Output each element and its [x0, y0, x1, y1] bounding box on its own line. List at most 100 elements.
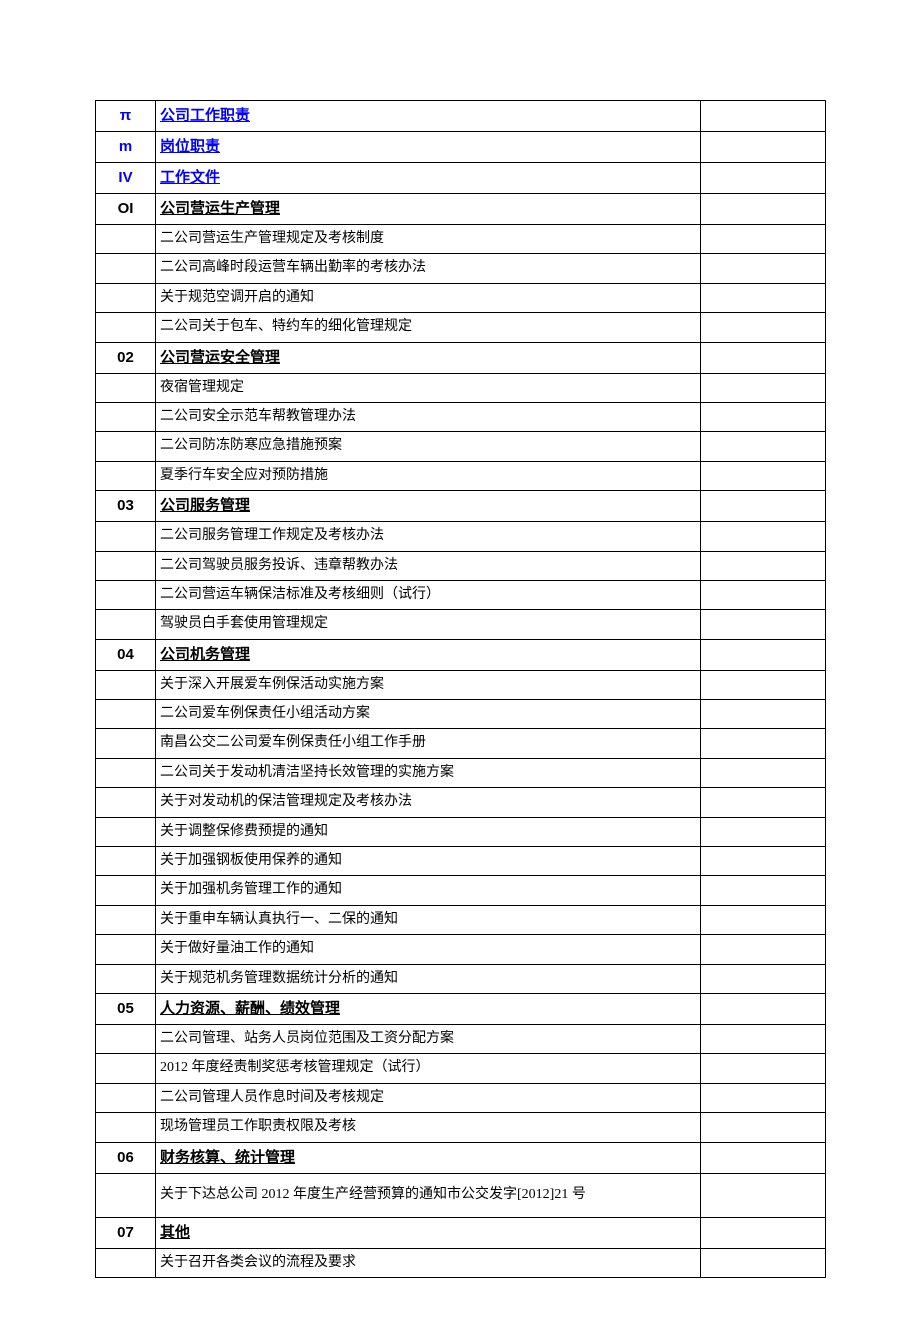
section-link[interactable]: 岗位职责 — [160, 139, 220, 155]
table-row: 02公司营运安全管理 — [96, 342, 826, 373]
section-title: 公司服务管理 — [156, 491, 701, 522]
table-row: 关于规范空调开启的通知 — [96, 283, 826, 312]
table-row: 二公司管理、站务人员岗位范围及工资分配方案 — [96, 1024, 826, 1053]
section-title[interactable]: 岗位职责 — [156, 132, 701, 163]
item-title: 二公司防冻防寒应急措施预案 — [156, 432, 701, 461]
row-spacer — [701, 847, 826, 876]
row-code — [96, 1173, 156, 1217]
table-row: 关于加强机务管理工作的通知 — [96, 876, 826, 905]
row-spacer — [701, 1142, 826, 1173]
row-code: IV — [96, 163, 156, 194]
table-row: 关于调整保修费预提的通知 — [96, 817, 826, 846]
row-spacer — [701, 522, 826, 551]
row-code — [96, 964, 156, 993]
table-row: 二公司管理人员作息时间及考核规定 — [96, 1083, 826, 1112]
row-spacer — [701, 964, 826, 993]
row-spacer — [701, 935, 826, 964]
row-spacer — [701, 461, 826, 490]
row-spacer — [701, 639, 826, 670]
row-spacer — [701, 1024, 826, 1053]
table-row: 07其他 — [96, 1217, 826, 1248]
section-link[interactable]: 工作文件 — [160, 170, 220, 186]
row-code — [96, 1083, 156, 1112]
row-code — [96, 1248, 156, 1277]
section-title[interactable]: 公司工作职责 — [156, 101, 701, 132]
table-row: 二公司服务管理工作规定及考核办法 — [96, 522, 826, 551]
item-title: 南昌公交二公司爱车例保责任小组工作手册 — [156, 729, 701, 758]
row-code — [96, 670, 156, 699]
row-code — [96, 847, 156, 876]
row-code — [96, 373, 156, 402]
item-title: 二公司安全示范车帮教管理办法 — [156, 402, 701, 431]
row-code — [96, 1113, 156, 1142]
item-title: 夏季行车安全应对预防措施 — [156, 461, 701, 490]
table-row: 关于加强钢板使用保养的通知 — [96, 847, 826, 876]
row-spacer — [701, 551, 826, 580]
row-code — [96, 402, 156, 431]
row-spacer — [701, 1054, 826, 1083]
table-row: 二公司高峰时段运营车辆出勤率的考核办法 — [96, 254, 826, 283]
item-title: 现场管理员工作职责权限及考核 — [156, 1113, 701, 1142]
row-spacer — [701, 254, 826, 283]
row-code — [96, 610, 156, 639]
table-row: 驾驶员白手套使用管理规定 — [96, 610, 826, 639]
row-code — [96, 788, 156, 817]
item-title: 关于重申车辆认真执行一、二保的通知 — [156, 905, 701, 934]
row-code: 07 — [96, 1217, 156, 1248]
row-code — [96, 729, 156, 758]
row-code — [96, 254, 156, 283]
table-row: 二公司爱车例保责任小组活动方案 — [96, 700, 826, 729]
row-code — [96, 522, 156, 551]
row-spacer — [701, 700, 826, 729]
row-code — [96, 758, 156, 787]
item-title: 关于加强钢板使用保养的通知 — [156, 847, 701, 876]
table-row: 夏季行车安全应对预防措施 — [96, 461, 826, 490]
row-spacer — [701, 432, 826, 461]
row-spacer — [701, 758, 826, 787]
section-title: 公司机务管理 — [156, 639, 701, 670]
item-title: 关于加强机务管理工作的通知 — [156, 876, 701, 905]
item-title: 二公司营运生产管理规定及考核制度 — [156, 225, 701, 254]
table-row: 南昌公交二公司爱车例保责任小组工作手册 — [96, 729, 826, 758]
row-code — [96, 1024, 156, 1053]
item-title: 关于对发动机的保洁管理规定及考核办法 — [156, 788, 701, 817]
item-title: 二公司管理、站务人员岗位范围及工资分配方案 — [156, 1024, 701, 1053]
section-link[interactable]: 公司工作职责 — [160, 108, 250, 124]
row-code: 05 — [96, 993, 156, 1024]
row-spacer — [701, 132, 826, 163]
row-code — [96, 283, 156, 312]
row-spacer — [701, 313, 826, 342]
item-title: 二公司驾驶员服务投诉、违章帮教办法 — [156, 551, 701, 580]
item-title: 关于规范空调开启的通知 — [156, 283, 701, 312]
row-code — [96, 817, 156, 846]
table-row: 二公司关于包车、特约车的细化管理规定 — [96, 313, 826, 342]
item-title: 二公司高峰时段运营车辆出勤率的考核办法 — [156, 254, 701, 283]
section-title[interactable]: 工作文件 — [156, 163, 701, 194]
section-title: 人力资源、薪酬、绩效管理 — [156, 993, 701, 1024]
row-code: 04 — [96, 639, 156, 670]
section-title: 公司营运安全管理 — [156, 342, 701, 373]
table-row: 二公司驾驶员服务投诉、违章帮教办法 — [96, 551, 826, 580]
item-title: 夜宿管理规定 — [156, 373, 701, 402]
item-title: 二公司关于发动机清洁坚持长效管理的实施方案 — [156, 758, 701, 787]
table-row: 关于深入开展爱车例保活动实施方案 — [96, 670, 826, 699]
table-row: 二公司关于发动机清洁坚持长效管理的实施方案 — [96, 758, 826, 787]
row-spacer — [701, 1217, 826, 1248]
table-row: 关于做好量油工作的通知 — [96, 935, 826, 964]
row-spacer — [701, 670, 826, 699]
table-row: 关于召开各类会议的流程及要求 — [96, 1248, 826, 1277]
row-spacer — [701, 993, 826, 1024]
item-title: 关于召开各类会议的流程及要求 — [156, 1248, 701, 1277]
table-row: 二公司营运车辆保洁标准及考核细则（试行） — [96, 580, 826, 609]
row-spacer — [701, 342, 826, 373]
row-spacer — [701, 817, 826, 846]
table-row: 03公司服务管理 — [96, 491, 826, 522]
item-title: 关于做好量油工作的通知 — [156, 935, 701, 964]
row-spacer — [701, 283, 826, 312]
row-code: π — [96, 101, 156, 132]
row-code — [96, 935, 156, 964]
row-spacer — [701, 729, 826, 758]
table-row: 2012 年度经责制奖惩考核管理规定（试行） — [96, 1054, 826, 1083]
item-title: 2012 年度经责制奖惩考核管理规定（试行） — [156, 1054, 701, 1083]
row-code — [96, 905, 156, 934]
